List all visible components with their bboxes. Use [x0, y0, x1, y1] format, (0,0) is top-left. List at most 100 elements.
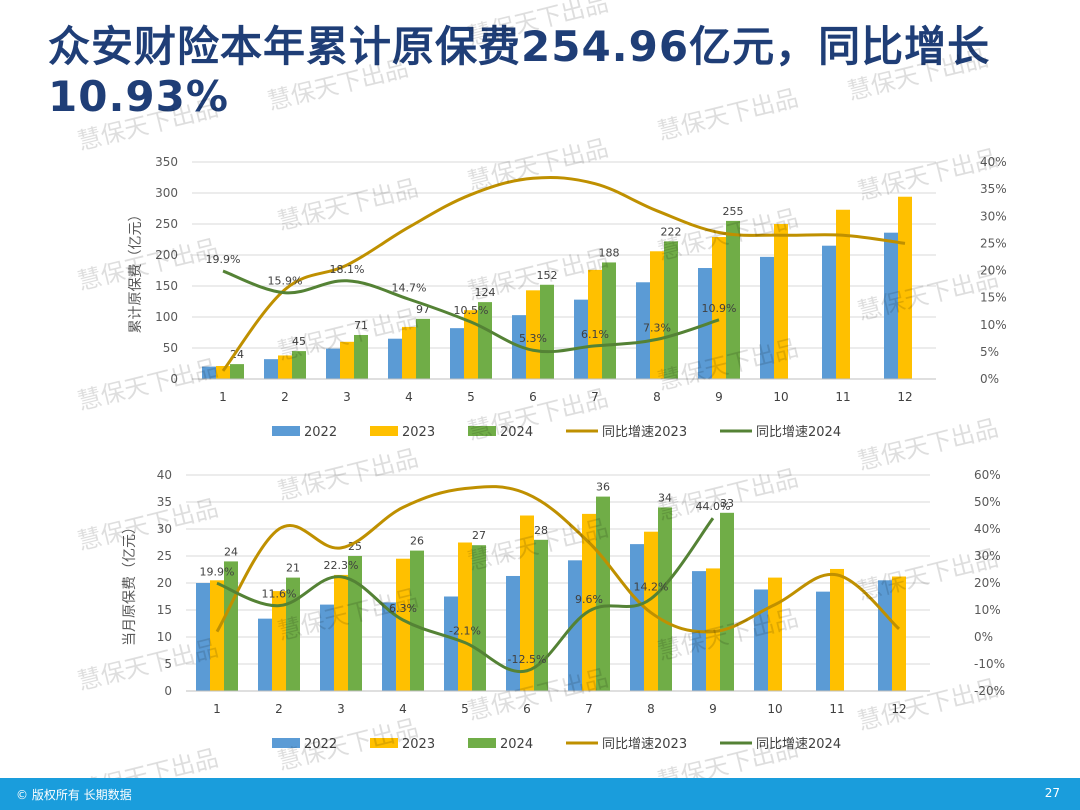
- x-tick-label: 12: [891, 702, 906, 716]
- bar-2023: [768, 577, 782, 691]
- bar-2023: [712, 237, 726, 379]
- bar-2024: [354, 334, 368, 379]
- bar-2023: [582, 513, 596, 691]
- bar-2022: [382, 602, 396, 691]
- bar-2022: [630, 544, 644, 691]
- legend-label: 同比增速2023: [602, 737, 687, 752]
- y2-tick-label: 40%: [980, 155, 1007, 169]
- bar-2024: [472, 545, 486, 691]
- line-同比增速2023: [221, 175, 906, 372]
- bar-2023: [278, 355, 292, 379]
- bar-2022: [444, 596, 458, 691]
- bar-2023: [650, 251, 664, 379]
- bar-2022: [636, 282, 650, 379]
- bar-2022: [196, 583, 210, 691]
- y2-tick-label: 0%: [980, 372, 999, 386]
- bar-2023: [272, 591, 286, 691]
- bar-2023: [396, 558, 410, 691]
- bar-data-label: 28: [534, 524, 548, 537]
- legend-label: 同比增速2024: [756, 737, 841, 752]
- y2-tick-label: 30%: [974, 549, 1001, 563]
- legend-swatch: [272, 426, 300, 436]
- page-title: 众安财险本年累计原保费254.96亿元，同比增长10.93%: [48, 22, 991, 121]
- y-tick-label: 15: [157, 603, 172, 617]
- y2-tick-label: 60%: [974, 468, 1001, 482]
- line-data-label: 14.2%: [634, 581, 669, 594]
- bar-data-label: 71: [354, 319, 368, 332]
- bar-2022: [450, 328, 464, 379]
- bar-2023: [340, 341, 354, 379]
- bar-data-label: 24: [224, 545, 238, 558]
- x-tick-label: 12: [897, 390, 912, 404]
- line-data-label: 10.9%: [702, 302, 737, 315]
- y2-tick-label: 20%: [974, 576, 1001, 590]
- bar-2024: [658, 507, 672, 691]
- bar-2023: [334, 574, 348, 691]
- y-tick-label: 20: [157, 576, 172, 590]
- bar-2024: [664, 241, 678, 379]
- legend-swatch: [468, 426, 496, 436]
- y2-tick-label: 35%: [980, 182, 1007, 196]
- legend-label: 2024: [500, 737, 533, 752]
- bar-2023: [774, 224, 788, 379]
- bar-data-label: 255: [723, 205, 744, 218]
- line-data-label: 6.3%: [389, 602, 417, 615]
- x-tick-label: 4: [399, 702, 407, 716]
- legend-label: 2022: [304, 425, 337, 440]
- legend-swatch: [370, 738, 398, 748]
- bar-data-label: 34: [658, 491, 672, 504]
- x-tick-label: 3: [337, 702, 345, 716]
- bar-data-label: 26: [410, 535, 424, 548]
- y-tick-label: 300: [155, 186, 178, 200]
- bar-2022: [202, 366, 216, 379]
- bar-2023: [402, 326, 416, 379]
- y2-tick-label: -10%: [974, 657, 1005, 671]
- bar-2023: [458, 542, 472, 691]
- bar-2023: [520, 515, 534, 691]
- x-tick-label: 2: [275, 702, 283, 716]
- bar-2023: [830, 568, 844, 691]
- legend-label: 同比增速2023: [602, 425, 687, 440]
- x-tick-label: 10: [773, 390, 788, 404]
- x-tick-label: 2: [281, 390, 289, 404]
- line-同比增速2023: [215, 485, 901, 634]
- y-tick-label: 150: [155, 279, 178, 293]
- bar-2024: [596, 496, 610, 691]
- line-data-label: 15.9%: [268, 275, 303, 288]
- line-同比增速2024: [216, 517, 715, 674]
- bar-data-label: 152: [537, 269, 558, 282]
- bar-2023: [588, 269, 602, 379]
- bar-2022: [574, 299, 588, 379]
- bar-data-label: 45: [292, 335, 306, 348]
- x-tick-label: 6: [523, 702, 531, 716]
- line-data-label: 44.0%: [696, 500, 731, 513]
- x-tick-label: 4: [405, 390, 413, 404]
- bar-2022: [816, 591, 830, 691]
- line-data-label: -2.1%: [449, 625, 481, 638]
- page-number: 27: [1044, 786, 1060, 800]
- bar-2023: [464, 310, 478, 379]
- bar-2024: [224, 561, 238, 691]
- legend-label: 2023: [402, 737, 435, 752]
- bar-2024: [534, 539, 548, 691]
- y-tick-label: 40: [157, 468, 172, 482]
- x-tick-label: 7: [591, 390, 599, 404]
- legend-label: 2023: [402, 425, 435, 440]
- y-tick-label: 35: [157, 495, 172, 509]
- y2-tick-label: 30%: [980, 209, 1007, 223]
- line-data-label: 11.6%: [262, 588, 297, 601]
- cumulative-premium-chart: 0 50 100 150 200 250 300 350 0% 5% 10% 15% 20% 25% 30%…: [128, 155, 1007, 440]
- bar-2022: [884, 232, 898, 379]
- y-tick-label: 30: [157, 522, 172, 536]
- line-同比增速2024: [222, 269, 720, 354]
- bar-2022: [568, 560, 582, 691]
- bar-data-label: 33: [720, 497, 734, 510]
- y2-tick-label: 50%: [974, 495, 1001, 509]
- y2-tick-label: 10%: [980, 318, 1007, 332]
- x-tick-label: 1: [213, 702, 221, 716]
- bar-2024: [478, 302, 492, 379]
- bar-data-label: 36: [596, 481, 610, 494]
- bar-data-label: 124: [475, 286, 496, 299]
- y-axis-label: 当月原保费（亿元）: [122, 520, 138, 646]
- x-tick-label: 6: [529, 390, 537, 404]
